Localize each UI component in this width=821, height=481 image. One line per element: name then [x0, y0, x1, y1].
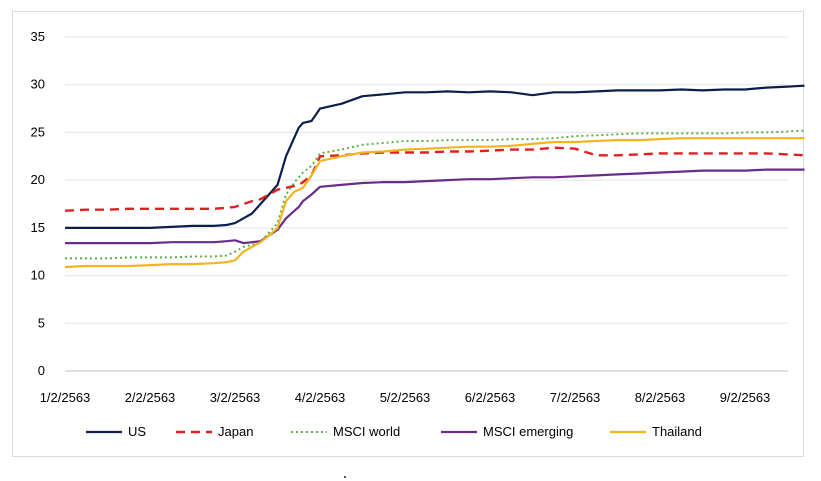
y-tick-label: 15: [31, 220, 45, 235]
x-tick-label: 9/2/2563: [720, 390, 771, 405]
x-tick-label: 2/2/2563: [125, 390, 176, 405]
series-line-japan: [64, 146, 805, 212]
series-line-msci-world: [65, 129, 805, 260]
chart-frame: [12, 11, 804, 457]
x-tick-label: 3/2/2563: [210, 390, 261, 405]
y-tick-label: 30: [31, 77, 45, 92]
y-tick-label: 0: [38, 363, 45, 378]
x-tick-label: 8/2/2563: [635, 390, 686, 405]
stray-dot: [344, 476, 346, 478]
legend-label: MSCI world: [333, 424, 400, 439]
y-tick-label: 25: [31, 124, 45, 139]
legend-label: US: [128, 424, 146, 439]
series-line-thailand: [64, 137, 805, 269]
legend-label: MSCI emerging: [483, 424, 573, 439]
series-line-us: [65, 84, 805, 229]
legend-label: Japan: [218, 424, 253, 439]
x-axis-ticks: 1/2/2563 2/2/2563 3/2/2563 4/2/2563 5/2/2563…: [40, 390, 771, 405]
x-tick-label: 1/2/2563: [40, 390, 91, 405]
y-tick-label: 20: [31, 172, 45, 187]
x-tick-label: 7/2/2563: [550, 390, 601, 405]
gridlines: [65, 36, 788, 372]
y-tick-label: 10: [31, 268, 45, 283]
x-tick-label: 6/2/2563: [465, 390, 516, 405]
series-lines: [64, 84, 805, 269]
y-axis-ticks: 0 5 10 15 20 25 30 35: [31, 29, 45, 378]
x-tick-label: 4/2/2563: [295, 390, 346, 405]
y-tick-label: 5: [38, 315, 45, 330]
series-line-msci-emerging: [65, 168, 805, 245]
legend-label: Thailand: [652, 424, 702, 439]
legend: US Japan MSCI world MSCI emerging Thailand: [86, 424, 702, 439]
x-tick-label: 5/2/2563: [380, 390, 431, 405]
y-tick-label: 35: [31, 29, 45, 44]
